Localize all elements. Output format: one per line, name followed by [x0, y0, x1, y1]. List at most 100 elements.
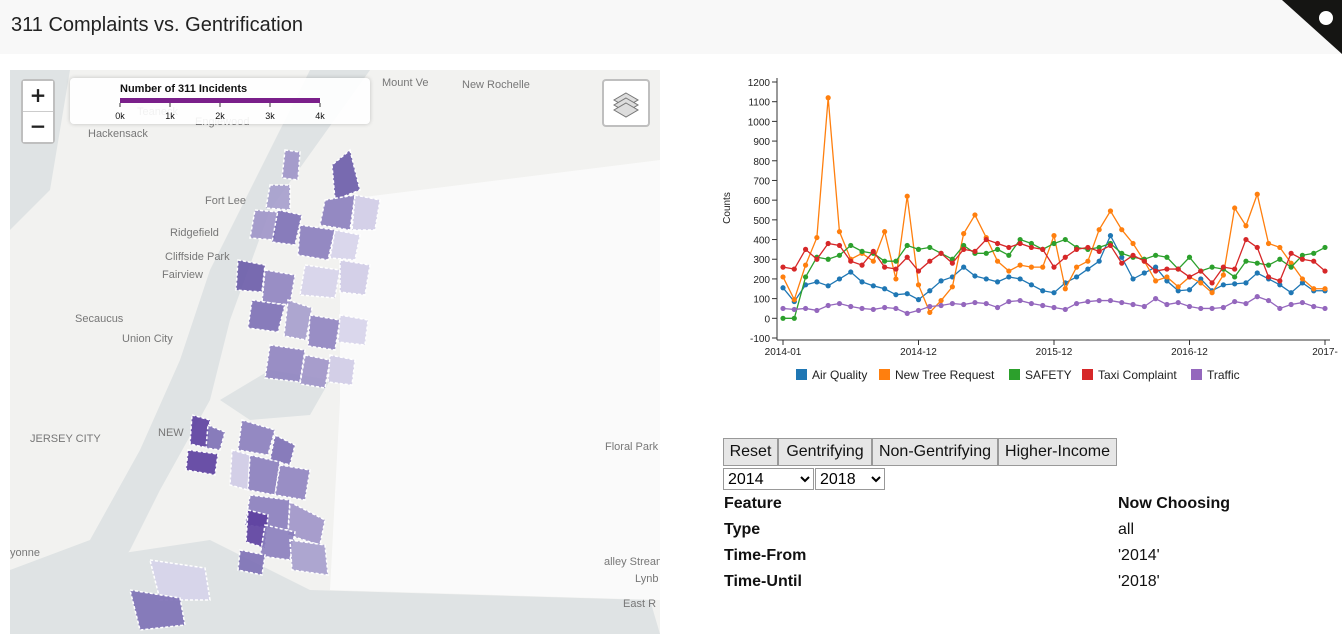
zoom-in-button[interactable]: + [23, 81, 53, 112]
place-label: New Rochelle [462, 79, 530, 91]
data-point [1209, 305, 1215, 312]
data-point [1130, 301, 1136, 308]
data-point [972, 299, 978, 306]
data-point [949, 260, 955, 266]
data-point [1311, 286, 1317, 292]
data-point [1164, 274, 1170, 280]
neighborhood [281, 149, 301, 181]
place-label: Secaucus [75, 313, 124, 325]
data-point [1175, 299, 1181, 306]
neighborhood [327, 354, 356, 386]
data-point [1073, 274, 1080, 280]
time-from-select[interactable]: 2014 [723, 468, 814, 490]
data-point [961, 301, 967, 308]
data-point [994, 279, 1001, 285]
data-point [1299, 252, 1306, 258]
data-point [1119, 260, 1125, 266]
data-point [1265, 274, 1272, 280]
data-point [893, 276, 899, 282]
y-tick-label: 500 [753, 216, 770, 227]
data-point [927, 288, 933, 294]
data-point [915, 282, 922, 288]
data-point [938, 302, 944, 309]
layers-button[interactable] [602, 79, 650, 127]
data-point [972, 273, 978, 279]
data-point [1288, 250, 1294, 256]
data-point [791, 297, 797, 303]
data-point [1006, 274, 1012, 280]
data-point [938, 278, 944, 284]
data-point [1232, 205, 1238, 211]
data-point [994, 246, 1001, 252]
data-point [949, 300, 955, 307]
data-point [848, 303, 854, 310]
table-cell: '2014' [1118, 547, 1160, 564]
data-point [1232, 281, 1238, 287]
data-point [825, 256, 831, 262]
y-tick-label: 900 [753, 137, 770, 148]
data-point [1277, 305, 1283, 312]
filter-button[interactable]: Higher-Income [998, 438, 1117, 466]
y-tick-label: 700 [753, 176, 770, 187]
data-point [1085, 258, 1091, 264]
data-point [825, 283, 831, 289]
data-point [1107, 208, 1114, 214]
data-point [870, 306, 876, 313]
legend-tick-label: 2k [215, 111, 225, 121]
data-point [825, 95, 831, 101]
place-label: Floral Park [605, 441, 659, 453]
data-point [791, 266, 797, 272]
data-point [1017, 236, 1023, 243]
y-tick-label: 1000 [748, 117, 771, 128]
data-point [802, 262, 809, 268]
data-point [1040, 246, 1046, 252]
data-point [893, 292, 899, 298]
data-point [780, 285, 786, 291]
data-point [1096, 248, 1102, 254]
data-point [1288, 290, 1294, 296]
filter-button[interactable]: Reset [723, 438, 778, 466]
neighborhoods [128, 148, 381, 631]
data-point [780, 264, 786, 270]
neighborhood [307, 314, 341, 351]
data-point [1243, 236, 1249, 243]
data-point [994, 240, 1001, 247]
data-point [938, 250, 944, 256]
neighborhood [229, 449, 251, 491]
legend-title: Number of 311 Incidents [120, 83, 247, 95]
data-point [1040, 302, 1046, 309]
data-point [961, 264, 967, 270]
data-point [1175, 288, 1181, 294]
place-label: Hackensack [88, 128, 148, 140]
data-point [1006, 244, 1012, 251]
data-point [870, 248, 876, 254]
data-point [1028, 244, 1035, 251]
data-point [1254, 191, 1260, 197]
legend-tick-label: 3k [265, 111, 275, 121]
data-point [1040, 264, 1046, 270]
place-label: Mount Ve [382, 77, 428, 89]
data-point [1209, 290, 1215, 296]
data-point [983, 276, 989, 282]
data-point [915, 268, 922, 274]
data-point [814, 307, 820, 314]
filter-button[interactable]: Non-Gentrifying [872, 438, 998, 466]
legend-tick-label: 0k [115, 111, 125, 121]
data-point [1322, 286, 1328, 292]
data-point [1220, 264, 1226, 270]
neighborhood [289, 539, 329, 576]
github-corner[interactable] [1282, 0, 1342, 54]
data-point [1220, 272, 1226, 278]
data-point [1130, 240, 1136, 247]
data-point [961, 231, 967, 237]
data-point [1051, 264, 1057, 270]
time-until-select[interactable]: 2018 [815, 468, 885, 490]
data-point [893, 305, 899, 312]
place-label: NEW [158, 427, 184, 439]
data-point [949, 284, 955, 290]
filter-button[interactable]: Gentrifying [778, 438, 872, 466]
place-label: Fairview [162, 269, 203, 281]
zoom-out-button[interactable]: − [23, 112, 53, 142]
data-point [1277, 256, 1283, 262]
